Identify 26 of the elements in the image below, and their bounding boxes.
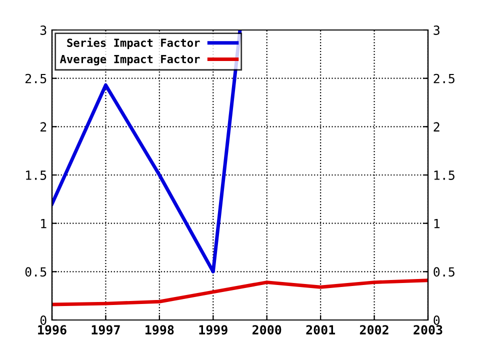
legend-label: Average Impact Factor — [60, 55, 200, 66]
y-tick-label: 0.5 — [25, 267, 46, 277]
y-tick-label: 1.5 — [26, 170, 46, 180]
y-tick-label: 2 — [40, 122, 46, 132]
line-series — [52, 278, 428, 306]
x-tick-label: 1998 — [146, 325, 174, 335]
y-tick-label: 0 — [40, 316, 46, 325]
x-tick-label: 1997 — [92, 325, 120, 335]
x-tick-label: 2000 — [252, 325, 282, 335]
y2-tick-label: 1 — [434, 219, 440, 228]
y2-tick-label: 2 — [434, 122, 440, 132]
x-tick-label: 2002 — [360, 325, 388, 335]
y2-tick-label: 2.5 — [434, 74, 454, 84]
legend-label: Series Impact Factor — [67, 38, 200, 50]
y-tick-label: 2.5 — [25, 74, 46, 84]
y-tick-label: 3 — [40, 26, 46, 35]
line-series — [52, 30, 242, 274]
x-tick-label: 1996 — [38, 325, 66, 335]
y2-tick-label: 1.5 — [434, 170, 454, 180]
y-tick-label: 1 — [41, 219, 46, 228]
y2-tick-label: 0 — [434, 316, 440, 325]
x-tick-label: 2001 — [306, 325, 336, 335]
y2-tick-label: 3 — [434, 26, 440, 35]
x-tick-label: 1999 — [199, 325, 228, 335]
x-tick-label: 2003 — [414, 325, 442, 335]
y2-tick-label: 0.5 — [434, 267, 454, 277]
